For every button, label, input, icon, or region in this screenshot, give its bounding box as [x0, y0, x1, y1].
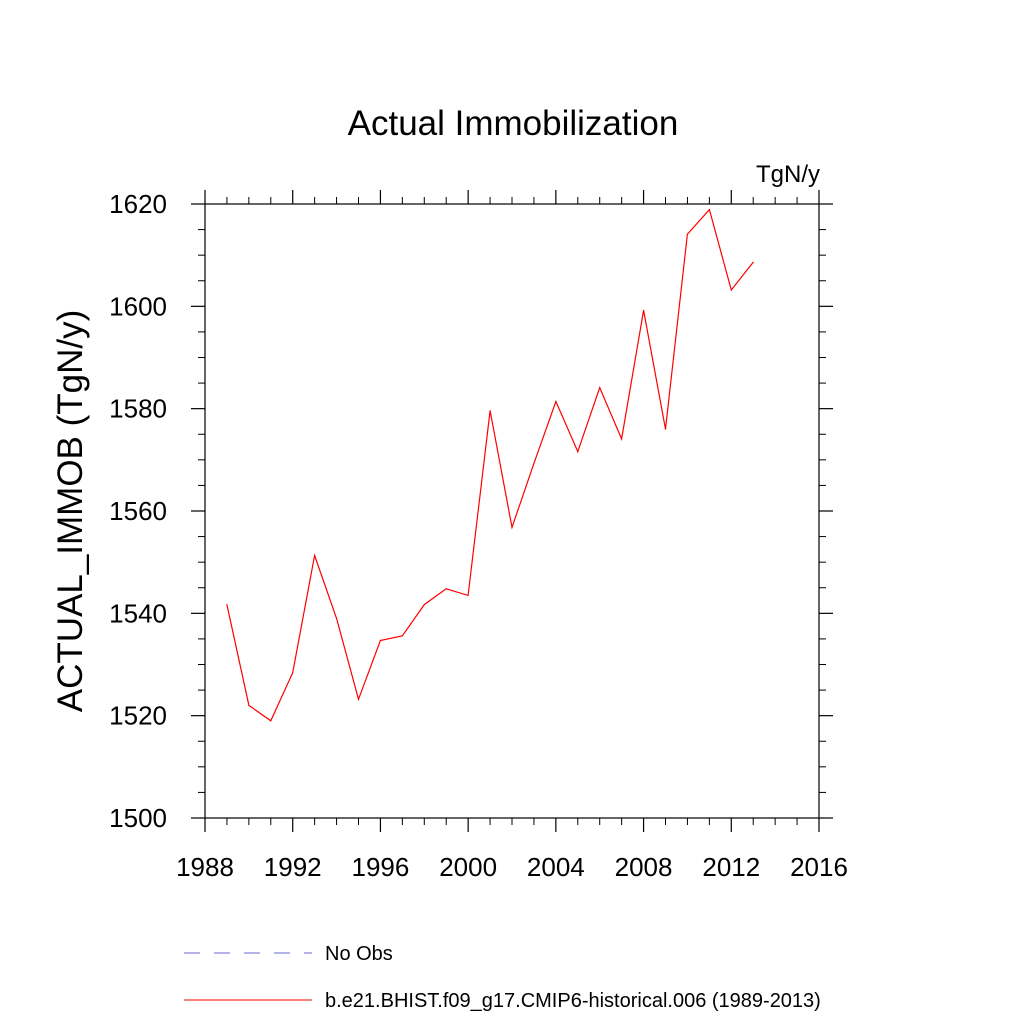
legend-label-1: b.e21.BHIST.f09_g17.CMIP6-historical.006… — [325, 990, 821, 1012]
y-tick-label: 1540 — [109, 598, 167, 628]
data-point — [292, 672, 294, 674]
y-tick-label: 1600 — [109, 291, 167, 321]
data-point — [511, 526, 513, 528]
data-point — [423, 604, 425, 606]
y-tick-label: 1520 — [109, 701, 167, 731]
y-tick-label: 1580 — [109, 394, 167, 424]
x-tick-label: 2008 — [615, 852, 673, 882]
data-point — [467, 594, 469, 597]
data-point — [445, 588, 447, 590]
tick-labels: 1988 1992 1996 2000 2004 2008 2012 2016 1500 1520… — [109, 189, 848, 882]
data-point — [664, 428, 667, 430]
x-tick-label: 1996 — [352, 852, 410, 882]
x-tick-label: 1992 — [264, 852, 322, 882]
series-line-0 — [226, 208, 754, 722]
x-tick-label: 2004 — [527, 852, 585, 882]
data-point — [248, 704, 250, 707]
units-label: TgN/y — [756, 161, 820, 188]
data-point — [555, 400, 557, 403]
series-group — [226, 208, 754, 722]
data-point — [577, 451, 579, 453]
data-point — [335, 617, 338, 620]
data-point — [599, 387, 601, 389]
data-point — [642, 309, 645, 312]
y-tick-label: 1500 — [109, 803, 167, 833]
y-axis-label: ACTUAL_IMMOB (TgN/y) — [51, 310, 90, 713]
data-point — [489, 410, 491, 412]
data-point — [270, 720, 272, 722]
y-tick-label: 1620 — [109, 189, 167, 219]
data-point — [533, 462, 535, 465]
data-point — [379, 639, 382, 642]
x-tick-label: 2012 — [702, 852, 760, 882]
data-point — [621, 438, 623, 440]
x-tick-label: 2000 — [439, 852, 497, 882]
axis-ticks — [191, 190, 833, 832]
legend-label-0: No Obs — [325, 943, 393, 965]
data-point — [226, 604, 228, 606]
data-point — [708, 209, 710, 211]
data-point — [401, 635, 403, 637]
data-point — [752, 261, 754, 263]
data-point — [314, 554, 316, 557]
x-tick-label: 1988 — [176, 852, 234, 882]
y-tick-label: 1560 — [109, 496, 167, 526]
data-point — [730, 289, 732, 291]
x-tick-label: 2016 — [790, 852, 848, 882]
plot-frame — [204, 203, 820, 819]
legend: No Obs b.e21.BHIST.f09_g17.CMIP6-historic… — [184, 943, 821, 1012]
chart-title: Actual Immobilization — [348, 104, 679, 143]
data-point — [686, 233, 689, 235]
data-point — [357, 698, 360, 700]
